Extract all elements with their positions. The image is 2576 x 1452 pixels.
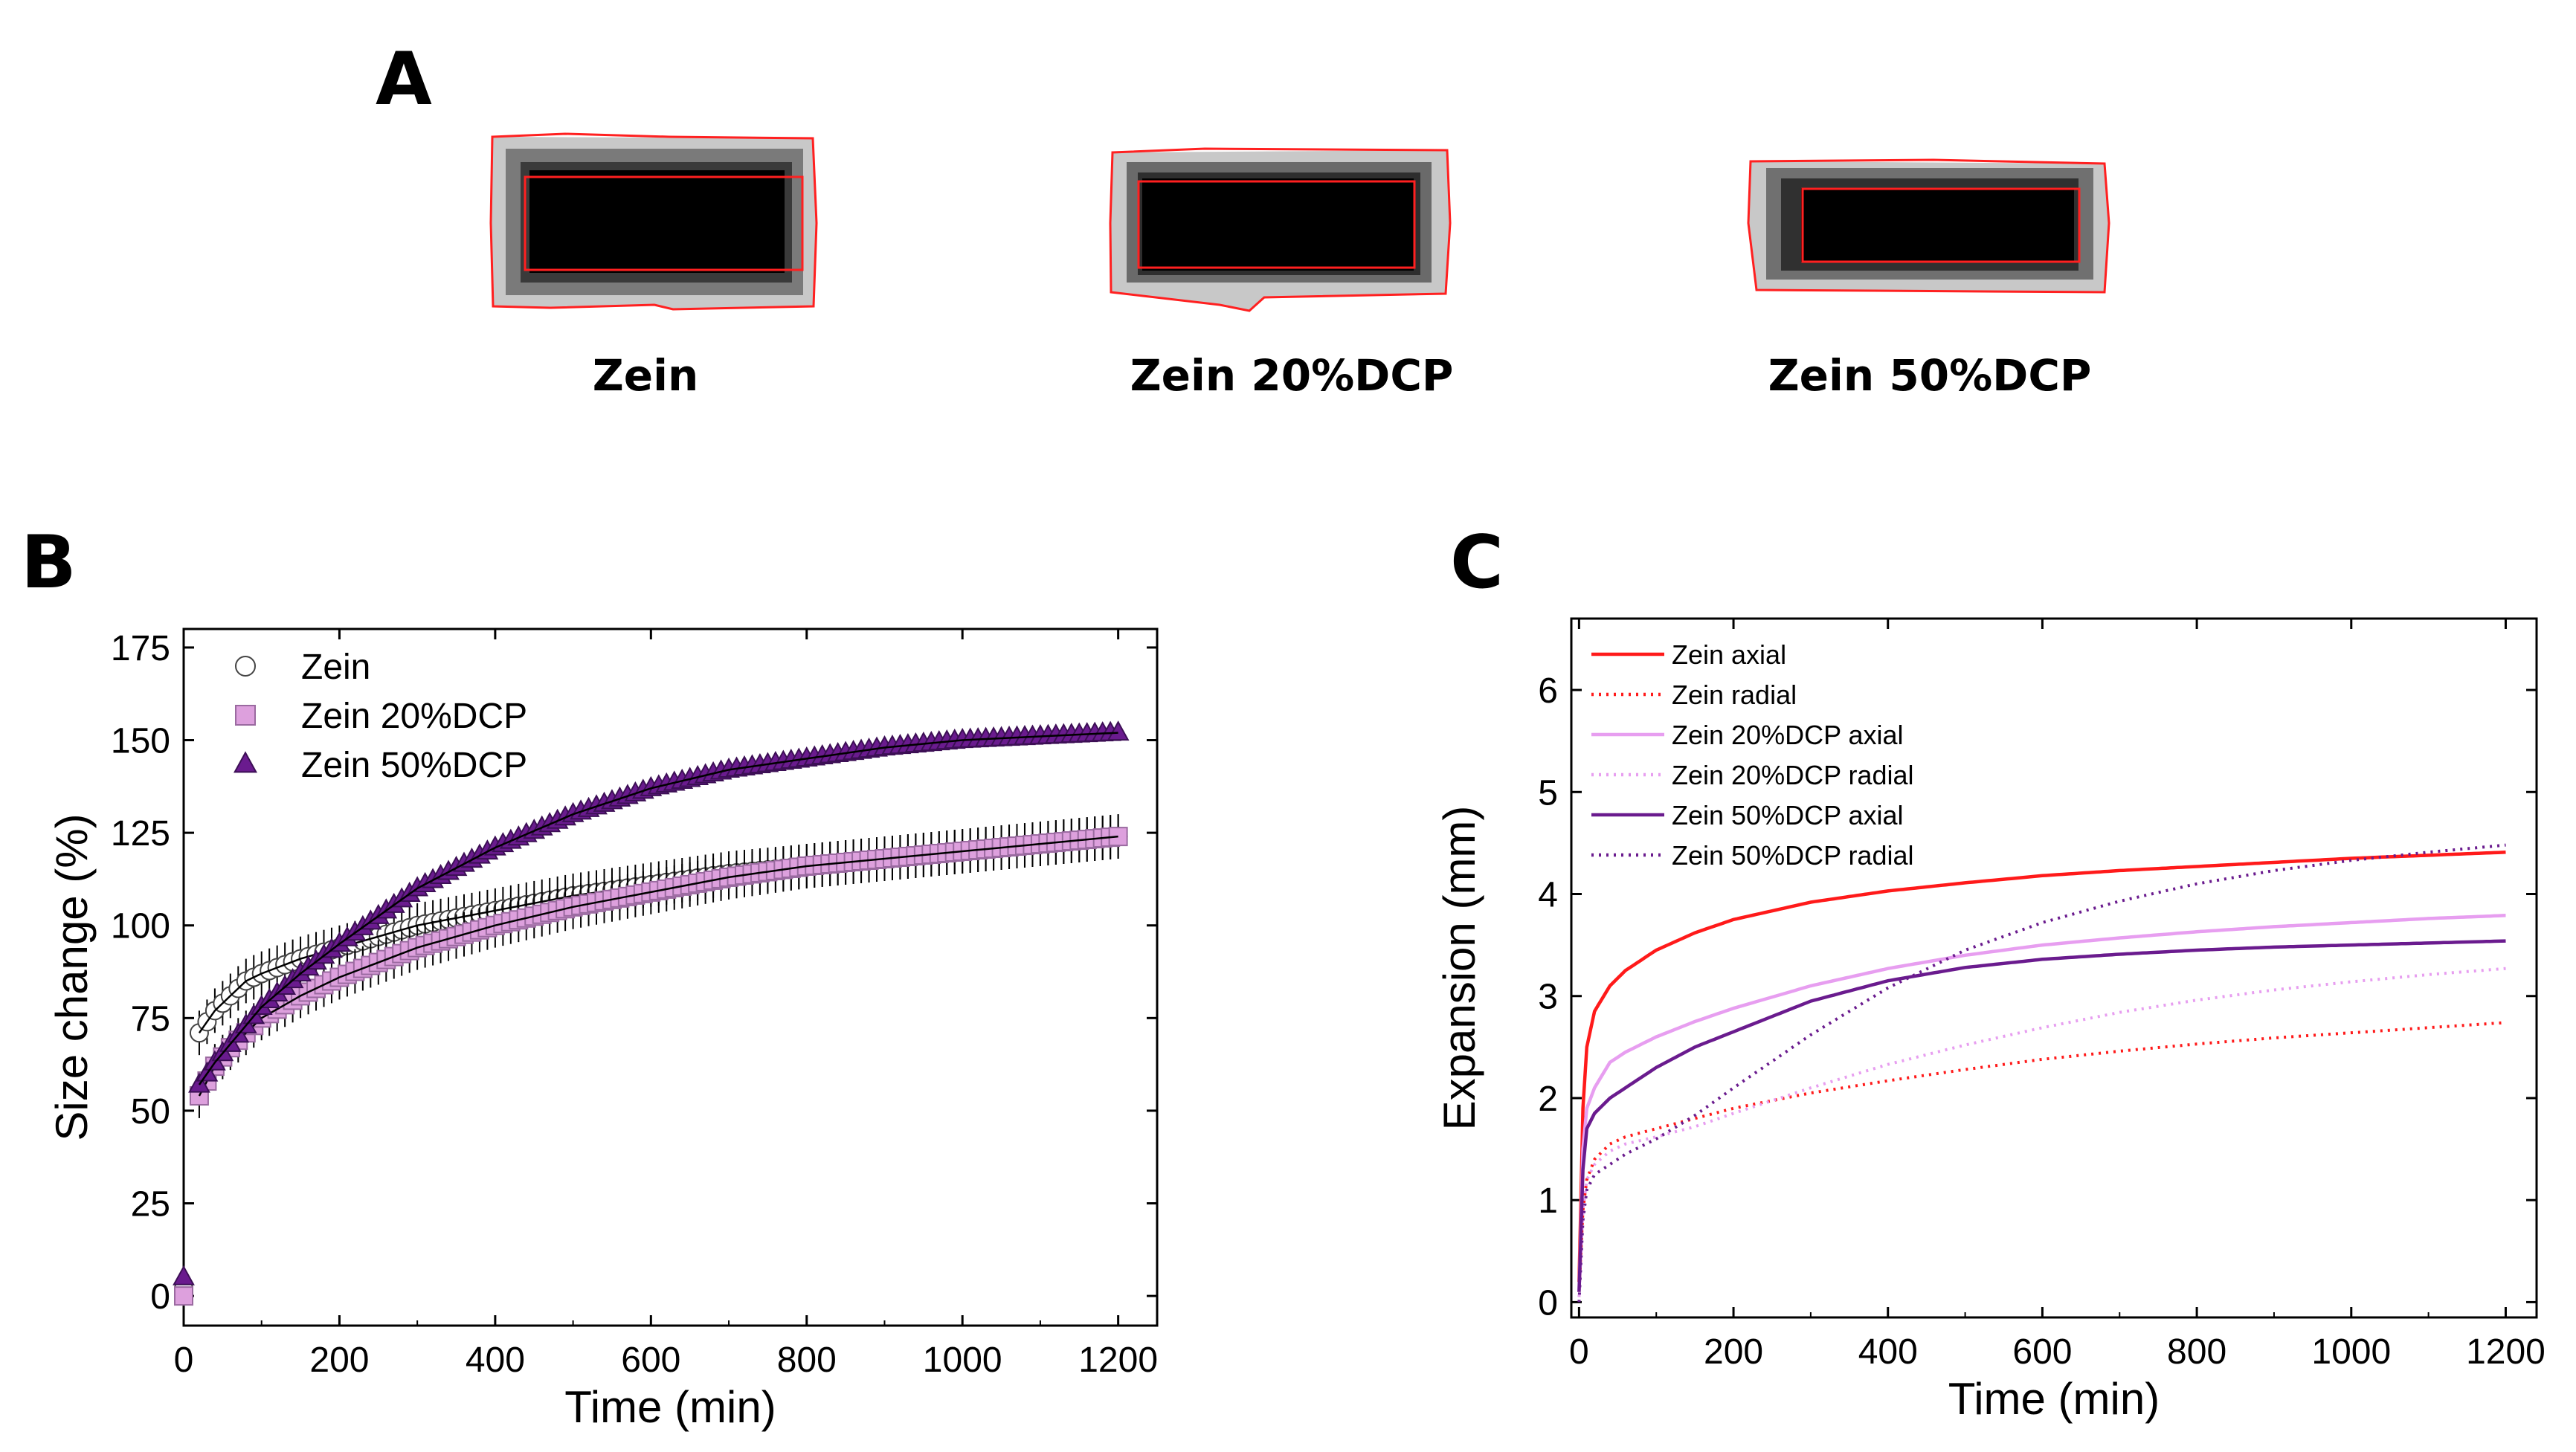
b-series-zein-20-dcp [174, 814, 1128, 1306]
b-data-point [174, 1286, 193, 1306]
b-fit-line [198, 835, 1118, 1097]
chart-c: 0 200 400 600 800 1000 1200 0 1 2 3 4 5 6 Time (min) Ex… [1434, 617, 2546, 1424]
b-fit-line [198, 732, 1118, 1085]
c-y-tick-label: 5 [1538, 773, 1558, 813]
panel-b: B 0 200 400 600 800 1000 1200 0 25 50 75 100 125 150 1… [21, 520, 1159, 1432]
b-y-tick-label: 175 [111, 629, 170, 668]
c-y-tick-label: 3 [1538, 978, 1558, 1017]
sample-label-zein: Zein [593, 350, 699, 401]
b-legend-label: Zein 50%DCP [301, 746, 527, 785]
b-y-tick-label: 50 [131, 1092, 170, 1132]
c-legend-label: Zein 20%DCP radial [1672, 760, 1914, 790]
c-legend-label: Zein 50%DCP axial [1672, 800, 1903, 830]
panel-a: A Zein Zein 20%DCP Zein 50%DCP [376, 37, 2110, 401]
b-y-tick-label: 125 [111, 814, 170, 854]
c-legend-label: Zein radial [1672, 680, 1797, 710]
b-legend: Zein Zein 20%DCP Zein 50%DCP [234, 648, 527, 785]
c-x-tick-label: 200 [1704, 1332, 1763, 1372]
c-legend: Zein axial Zein radial Zein 20%DCP axial Ze… [1591, 639, 1914, 871]
b-y-tick-label: 25 [131, 1185, 170, 1224]
b-plot-frame [182, 627, 1159, 1327]
b-data-point [188, 1072, 210, 1093]
c-y-axis-title: Expansion (mm) [1434, 806, 1484, 1131]
c-x-axis-title: Time (min) [1948, 1374, 2160, 1424]
c-x-tick-label: 1000 [2311, 1332, 2391, 1372]
b-x-tick-label: 1000 [923, 1340, 1002, 1380]
b-legend-marker [235, 705, 256, 726]
b-y-tick-label: 75 [131, 999, 170, 1039]
panel-c-letter: C [1450, 520, 1504, 605]
sample-label-zein-20dcp: Zein 20%DCP [1130, 350, 1454, 401]
c-line-zein-20-dcp-radial [1577, 967, 2506, 1297]
b-x-axis-title: Time (min) [564, 1382, 776, 1432]
b-legend-marker [234, 751, 257, 773]
c-legend-label: Zein axial [1672, 639, 1786, 670]
sample-image-zein-20dcp [1109, 147, 1452, 312]
c-line-zein-radial [1577, 1021, 2506, 1292]
b-y-tick-label: 0 [150, 1277, 170, 1317]
c-x-tick-label: 0 [1569, 1332, 1589, 1372]
c-y-tick-label: 4 [1538, 876, 1558, 915]
b-data-point [173, 1265, 195, 1285]
panel-a-letter: A [376, 37, 432, 122]
b-x-tick-label: 1200 [1078, 1340, 1158, 1380]
sample-image-zein [489, 132, 818, 311]
sample-image-zein-50dcp [1747, 158, 2110, 294]
sample-label-zein-50dcp: Zein 50%DCP [1768, 350, 2092, 401]
b-x-tick-label: 0 [174, 1340, 194, 1380]
b-x-tick-label: 400 [466, 1340, 525, 1380]
b-y-tick-label: 100 [111, 907, 170, 946]
c-plot-frame [1570, 617, 2538, 1319]
b-data-point [1107, 720, 1130, 741]
c-y-tick-label: 1 [1538, 1181, 1558, 1221]
b-y-tick-label: 150 [111, 722, 170, 761]
panel-b-letter: B [21, 520, 77, 605]
c-line-zein-50-dcp-axial [1577, 939, 2506, 1292]
b-data-point [196, 1061, 219, 1082]
c-x-tick-label: 800 [2167, 1332, 2226, 1372]
chart-b: 0 200 400 600 800 1000 1200 0 25 50 75 100 125 150 175… [47, 627, 1159, 1432]
b-legend-label: Zein 20%DCP [301, 697, 527, 736]
b-y-axis-title: Size change (%) [47, 813, 97, 1140]
b-x-tick-label: 200 [309, 1340, 369, 1380]
c-line-zein-axial [1577, 850, 2506, 1282]
c-legend-label: Zein 20%DCP axial [1672, 720, 1903, 750]
c-line-zein-50-dcp-radial [1577, 843, 2506, 1303]
c-y-tick-label: 0 [1538, 1283, 1558, 1323]
b-legend-label: Zein [301, 648, 370, 687]
c-y-tick-label: 6 [1538, 671, 1558, 711]
b-x-tick-label: 800 [777, 1340, 837, 1380]
c-line-zein-20-dcp-axial [1577, 914, 2506, 1292]
c-y-tick-label: 2 [1538, 1080, 1558, 1119]
b-x-tick-label: 600 [621, 1340, 680, 1380]
b-series-zein-50-dcp [173, 720, 1130, 1285]
c-legend-label: Zein 50%DCP radial [1672, 840, 1914, 871]
c-x-tick-label: 400 [1858, 1332, 1918, 1372]
b-legend-marker [235, 656, 256, 677]
c-x-tick-label: 1200 [2466, 1332, 2546, 1372]
c-x-tick-label: 600 [2012, 1332, 2072, 1372]
panel-c: C 0 200 400 600 800 1000 1200 0 1 2 3 4 5 6 Time (min)… [1434, 520, 2546, 1424]
